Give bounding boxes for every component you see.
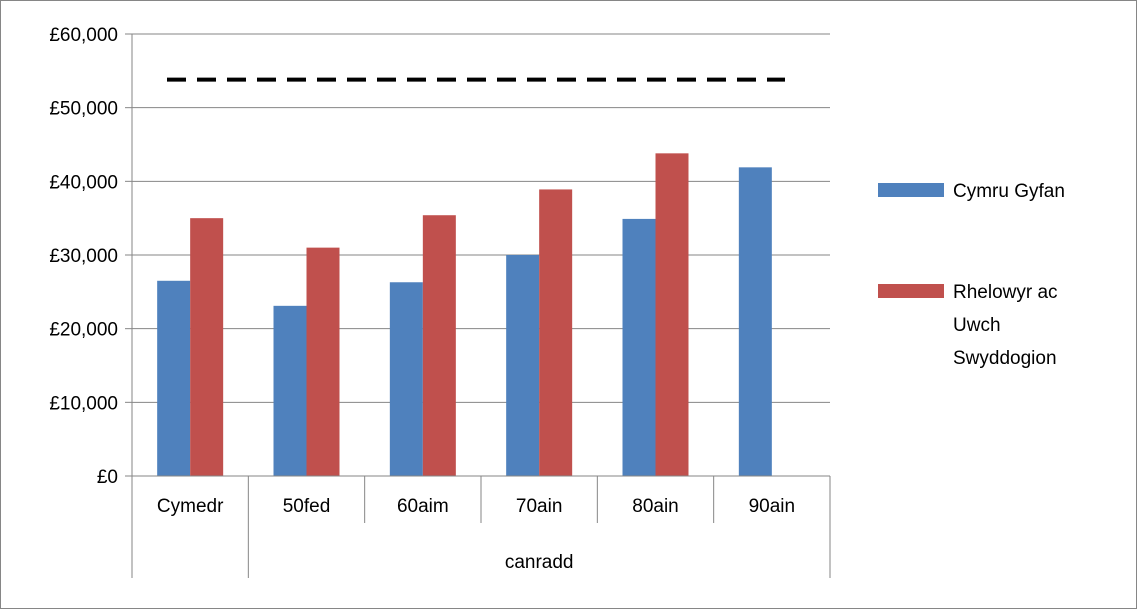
bar xyxy=(506,255,540,476)
y-tick-label: £50,000 xyxy=(49,99,118,120)
bar xyxy=(738,167,772,476)
y-tick-label: £10,000 xyxy=(49,393,118,414)
bar xyxy=(273,305,307,476)
bar xyxy=(539,189,573,477)
bar xyxy=(655,153,689,476)
y-tick-label: £30,000 xyxy=(49,246,118,267)
legend-label: Swyddogion xyxy=(953,348,1057,369)
x-group-label: canradd xyxy=(505,552,574,573)
gridlines xyxy=(132,33,830,403)
bar xyxy=(306,247,340,476)
bar xyxy=(422,215,456,476)
legend: Cymru Gyfan Rhelowyr ac Uwch Swyddogion xyxy=(878,181,1065,369)
y-tick-label: £60,000 xyxy=(49,25,118,46)
legend-label: Cymru Gyfan xyxy=(953,181,1065,202)
y-tick-label: £0 xyxy=(97,467,118,488)
bars xyxy=(157,153,772,477)
x-tick-label: 50fed xyxy=(283,496,331,517)
legend-swatch xyxy=(878,284,944,298)
x-tick-label: Cymedr xyxy=(157,496,224,517)
bar xyxy=(190,218,224,476)
x-tick-label: 90ain xyxy=(749,496,796,517)
y-tick-label: £20,000 xyxy=(49,320,118,341)
x-tick-label: 80ain xyxy=(632,496,679,517)
bar xyxy=(389,282,423,476)
legend-label: Rhelowyr ac xyxy=(953,282,1058,303)
legend-label: Uwch xyxy=(953,315,1001,336)
bar xyxy=(157,280,191,476)
axes: £0 £10,000 £20,000 £30,000 £40,000 £50,000 £60… xyxy=(49,25,831,578)
y-tick-label: £40,000 xyxy=(49,172,118,193)
x-tick-label: 60aim xyxy=(397,496,449,517)
legend-swatch xyxy=(878,183,944,197)
bar xyxy=(622,218,656,477)
x-tick-label: 70ain xyxy=(516,496,563,517)
